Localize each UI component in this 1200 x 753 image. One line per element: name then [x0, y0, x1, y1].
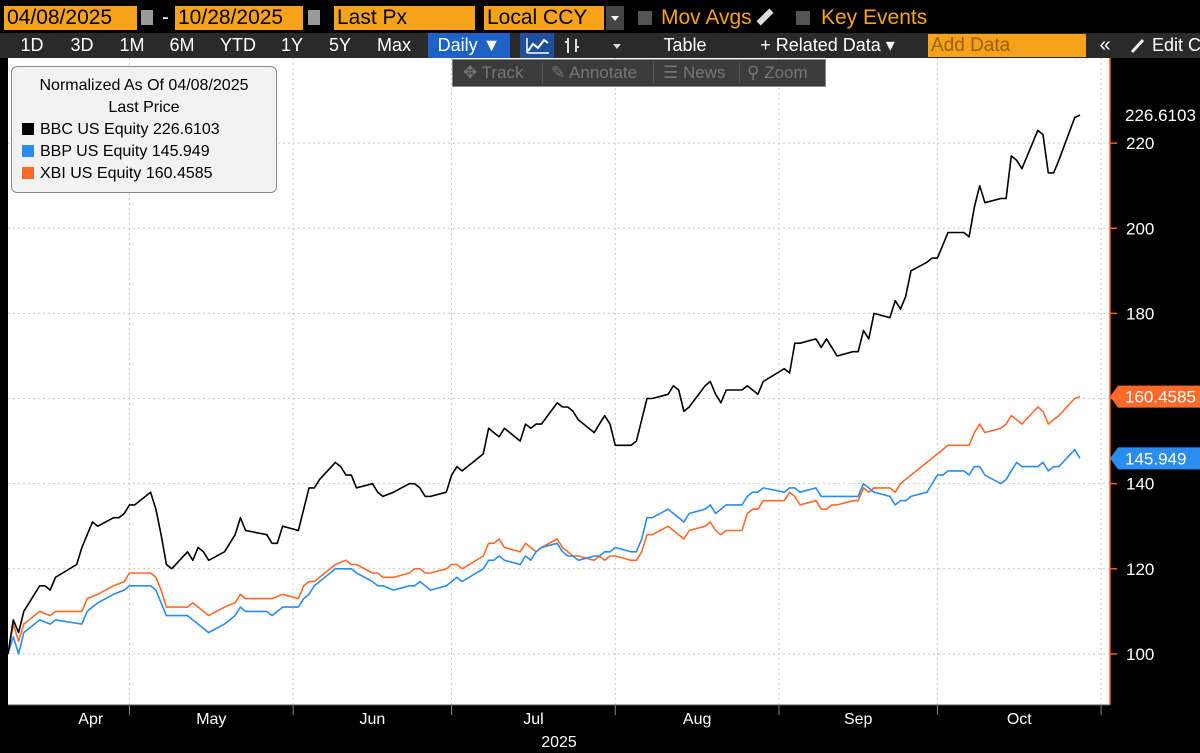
calendar-icon[interactable] [308, 10, 320, 25]
collapse-button[interactable]: « [1099, 34, 1111, 56]
end-date-input[interactable]: 10/28/2025 [175, 6, 303, 30]
mov-avgs-checkbox[interactable] [638, 11, 652, 25]
annotate-label: Annotate [569, 63, 638, 82]
frequency-select[interactable]: Daily ▼ [428, 33, 510, 58]
y-tick-label: 120 [1126, 560, 1154, 579]
legend-entry-xbi[interactable]: XBI US Equity 160.4585 [22, 164, 213, 184]
x-tick-label: Jun [359, 711, 385, 728]
legend-subtitle: Last Price [108, 99, 180, 116]
range-1m-button[interactable]: 1M [119, 35, 145, 55]
legend-name: XBI US Equity [40, 165, 142, 182]
last-value-label: 226.6103 [1125, 106, 1196, 125]
pencil-icon[interactable] [1126, 33, 1150, 58]
edit-button[interactable]: Edit C [1152, 35, 1200, 55]
annotate-tool[interactable]: ✎ Annotate [551, 60, 637, 86]
x-tick-label: Apr [78, 711, 104, 728]
x-tick-label: Aug [683, 711, 711, 728]
zoom-label: Zoom [764, 63, 808, 82]
key-events-label[interactable]: Key Events [821, 6, 928, 29]
range-6m-button[interactable]: 6M [169, 35, 195, 55]
x-tick-label: Sep [844, 711, 873, 728]
mov-avgs-label[interactable]: Mov Avgs [661, 6, 752, 29]
legend-title: Normalized As Of 04/08/2025 [39, 77, 249, 94]
x-tick-label: Oct [1007, 711, 1032, 728]
table-button[interactable]: Table [663, 35, 707, 55]
calendar-icon[interactable] [141, 10, 153, 25]
y-tick-label: 200 [1126, 219, 1154, 238]
news-icon: ☰ [663, 63, 683, 82]
last-value-tag [1110, 103, 1200, 126]
field-select[interactable]: Last Px [334, 6, 475, 30]
pencil-icon: ✎ [551, 63, 570, 82]
currency-select[interactable]: Local CCY [484, 6, 604, 30]
range-5y-button[interactable]: 5Y [328, 35, 352, 55]
legend-name: BBC US Equity [40, 121, 149, 138]
news-tool[interactable]: ☰ News [663, 60, 725, 86]
last-value-tag [1110, 447, 1200, 470]
x-axis-year-label: 2025 [541, 734, 577, 751]
series-line-bbc [7, 114, 1081, 655]
related-data-button[interactable]: + Related Data ▾ [760, 35, 895, 55]
key-events-checkbox[interactable] [796, 11, 810, 25]
y-tick-label: 140 [1126, 475, 1154, 494]
series-line-bbp [7, 448, 1081, 655]
zoom-tool[interactable]: ⚲ Zoom [747, 60, 808, 86]
magnifier-icon: ⚲ [747, 63, 765, 82]
line-chart-icon[interactable] [520, 33, 554, 58]
range-max-button[interactable]: Max [376, 35, 411, 55]
legend-entry-bbc[interactable]: BBC US Equity 226.6103 [22, 120, 220, 140]
news-label: News [682, 63, 726, 82]
chevron-down-icon[interactable] [604, 33, 630, 58]
last-value-label: 160.4585 [1125, 388, 1196, 407]
y-tick-label: 220 [1126, 134, 1154, 153]
x-tick-label: Jul [523, 711, 543, 728]
bar-chart-icon[interactable] [556, 33, 590, 58]
chart-tools-bar: ✥ Track ✎ Annotate ☰ News ⚲ Zoom [452, 59, 826, 87]
y-tick-label: 100 [1126, 645, 1154, 664]
legend-swatch [22, 167, 34, 179]
legend-swatch [22, 123, 34, 135]
legend-swatch [22, 145, 34, 157]
range-ytd-button[interactable]: YTD [220, 35, 256, 55]
chart-legend: Normalized As Of 04/08/2025 Last Price B… [11, 66, 277, 193]
legend-name: BBP US Equity [40, 143, 148, 160]
y-tick-label: 180 [1126, 304, 1154, 323]
range-3d-button[interactable]: 3D [70, 35, 94, 55]
legend-value: 226.6103 [152, 121, 220, 138]
range-1d-button[interactable]: 1D [20, 35, 44, 55]
legend-value: 160.4585 [145, 165, 213, 182]
last-value-label: 145.949 [1125, 449, 1186, 468]
range-1y-button[interactable]: 1Y [280, 35, 304, 55]
x-tick-label: May [196, 711, 226, 728]
track-label: Track [481, 63, 524, 82]
crosshair-icon: ✥ [463, 63, 482, 82]
chevron-down-icon[interactable] [606, 6, 624, 30]
last-value-tag [1110, 385, 1200, 408]
add-data-input[interactable]: Add Data [928, 34, 1086, 57]
date-range-separator: - [162, 6, 169, 29]
legend-value: 145.949 [151, 143, 210, 160]
legend-entry-bbp[interactable]: BBP US Equity 145.949 [22, 142, 210, 162]
track-tool[interactable]: ✥ Track [463, 60, 524, 86]
start-date-input[interactable]: 04/08/2025 [4, 6, 137, 30]
